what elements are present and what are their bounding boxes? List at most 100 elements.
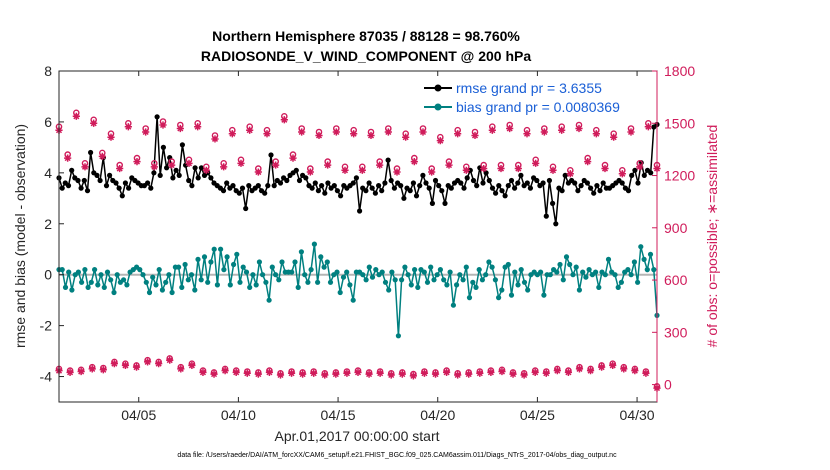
series-0-point (357, 208, 363, 214)
series-0-point (432, 177, 439, 184)
series-3-point (410, 157, 418, 166)
x-tick-label: 04/30 (620, 407, 655, 423)
series-0-point (641, 172, 647, 178)
series-3-point (107, 133, 115, 141)
series-0-point (493, 190, 499, 196)
series-1-point (185, 277, 191, 283)
series-3-point (211, 135, 219, 143)
series-3-point (523, 130, 531, 138)
series-1-point (644, 267, 650, 273)
series-5-point (509, 370, 517, 378)
series-0-point (246, 183, 252, 189)
series-1-point (247, 284, 253, 290)
series-1-point (615, 284, 621, 290)
series-5-point (520, 371, 528, 379)
y2-axis-label: # of obs: o=possible; ∗=assimilated (704, 125, 720, 348)
series-5-point (99, 366, 107, 374)
series-0-point (379, 188, 385, 194)
series-0-point (527, 185, 534, 191)
series-0-point (322, 190, 328, 196)
series-1-point (182, 261, 188, 268)
series-0-point (198, 165, 204, 171)
series-3-point (159, 121, 167, 129)
series-3-point (384, 128, 392, 136)
series-1-point (153, 282, 159, 288)
chart-title-line2: RADIOSONDE_V_WIND_COMPONENT @ 200 hPa (201, 48, 531, 64)
series-3-point (514, 164, 522, 173)
series-1-point (324, 259, 330, 265)
series-1-point (198, 277, 204, 283)
series-0-point (331, 183, 337, 189)
series-3-point (72, 112, 80, 120)
series-3-point (246, 126, 254, 134)
series-1-point (166, 272, 172, 278)
series-0-point (145, 180, 151, 186)
series-1-point (269, 264, 275, 270)
y-axis-label: rmse and bias (model - observation) (12, 124, 28, 348)
series-0-point (496, 183, 502, 189)
series-0-point (578, 183, 584, 189)
series-0-point (420, 172, 426, 178)
series-1-point (159, 287, 165, 293)
series-3-point (185, 159, 193, 167)
series-1-point (576, 287, 583, 293)
x-tick-label: 04/05 (121, 407, 156, 423)
series-0-point (562, 172, 568, 178)
series-1-point (363, 277, 369, 283)
series-1-point (647, 251, 654, 257)
series-0-point (534, 177, 540, 184)
series-0-point (588, 185, 594, 191)
series-5-point (631, 367, 639, 375)
series-1-point (541, 292, 547, 298)
series-1-point (195, 256, 201, 262)
series-1-point (208, 259, 214, 265)
series-3-point (228, 130, 236, 138)
series-1-point (560, 277, 566, 283)
series-0-point (164, 165, 170, 171)
series-3-point (332, 128, 340, 136)
series-5-point (132, 363, 141, 371)
series-0-point (429, 200, 435, 206)
series-1-point (311, 241, 317, 247)
series-1-point (483, 272, 489, 278)
series-5-point (221, 367, 229, 375)
series-3-point (428, 168, 436, 176)
series-1-point (321, 264, 327, 270)
series-0-point (315, 188, 321, 194)
series-1-point (108, 277, 114, 283)
series-5-point (620, 365, 628, 373)
series-5-point (166, 356, 174, 364)
series-1-point (101, 284, 107, 290)
series-0-point (442, 200, 448, 206)
series-0-point (186, 177, 192, 184)
series-1-point (234, 251, 240, 257)
series-0-point (489, 185, 496, 191)
series-3-point (488, 126, 496, 134)
series-1-point (651, 267, 657, 273)
series-1-point (602, 272, 608, 278)
series-0-point (499, 188, 505, 194)
series-0-point (236, 190, 242, 196)
series-0-point (192, 165, 198, 171)
series-0-point (151, 170, 157, 176)
series-0-point (474, 183, 480, 189)
series-1-point (111, 289, 117, 296)
y-tick-label: 0 (44, 267, 52, 283)
series-0-point (369, 185, 375, 191)
series-1-point (334, 269, 340, 275)
series-1-point (395, 333, 401, 339)
series-1-point (260, 272, 266, 278)
series-1-point (521, 279, 528, 285)
series-0-point (224, 180, 230, 186)
series-3-point (627, 128, 635, 136)
series-0-point (458, 180, 464, 186)
series-0-point (426, 185, 432, 191)
series-0-point (540, 180, 546, 186)
series-5-point (398, 370, 406, 378)
series-5-point (609, 361, 617, 370)
series-0-point (176, 172, 182, 178)
series-5-point (564, 368, 573, 376)
series-0-point (372, 190, 378, 196)
series-1-point (214, 282, 220, 288)
x-axis-label: Apr.01,2017 00:00:00 start (274, 428, 439, 444)
